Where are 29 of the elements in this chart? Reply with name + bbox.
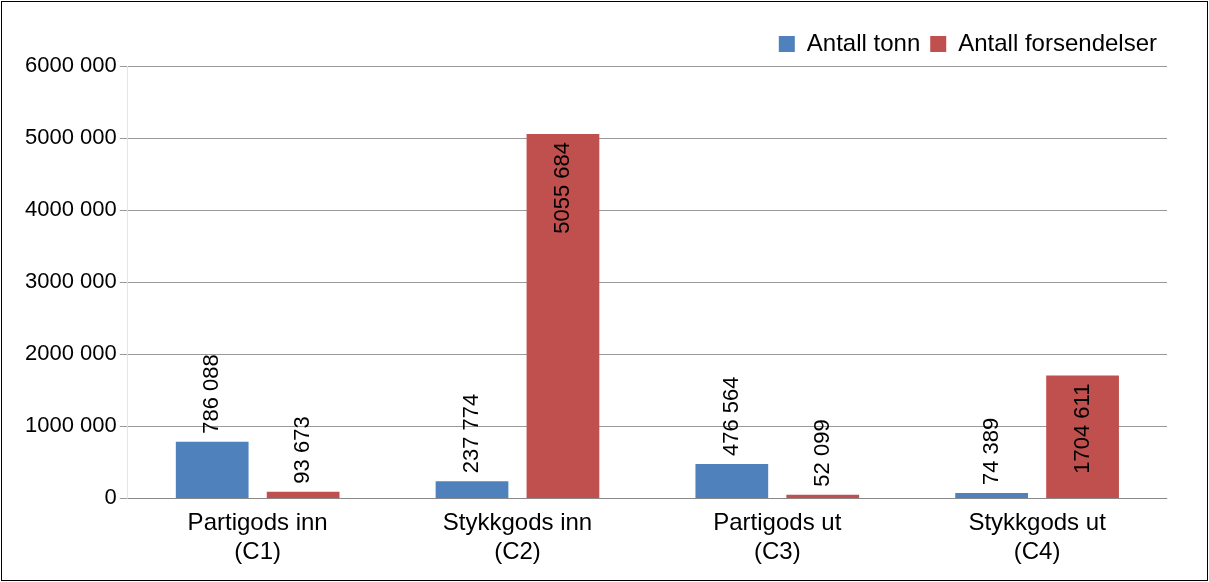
legend-label: Antall forsendelser: [958, 28, 1158, 56]
data-label: 476 564: [717, 376, 743, 457]
data-label: 786 088: [198, 354, 224, 434]
y-tick-label: 1000 000: [24, 412, 117, 438]
bar: [435, 481, 509, 498]
x-tick-label: Stykkgods ut (C4): [968, 508, 1107, 565]
data-label: 5055 684: [549, 142, 574, 234]
x-tick-label: Partigods inn (C1): [187, 508, 328, 565]
data-label: 52 099: [808, 419, 834, 487]
y-tick-label: 3000 000: [24, 268, 117, 294]
legend-label: Antall tonn: [806, 28, 921, 56]
bar: [955, 493, 1028, 498]
y-tick-label: 4000 000: [24, 196, 117, 222]
x-tick-label: Partigods ut (C3): [713, 508, 842, 565]
bar: [266, 491, 340, 498]
bar: [786, 494, 860, 498]
y-tick-label: 0: [104, 484, 117, 510]
bar: [695, 464, 769, 498]
bar: [526, 134, 600, 498]
y-tick-label: 5000 000: [24, 124, 117, 150]
bar: [175, 441, 249, 498]
data-label: 237 774: [458, 393, 484, 474]
data-label: 1704 611: [1068, 383, 1094, 474]
x-tick-label: Stykkgods inn (C2): [442, 508, 593, 565]
y-tick-label: 2000 000: [24, 340, 117, 366]
data-label: 74 389: [977, 417, 1003, 486]
y-tick-label: 6000 000: [24, 52, 117, 78]
bar: [1046, 375, 1119, 498]
data-label: 93 673: [289, 416, 315, 484]
